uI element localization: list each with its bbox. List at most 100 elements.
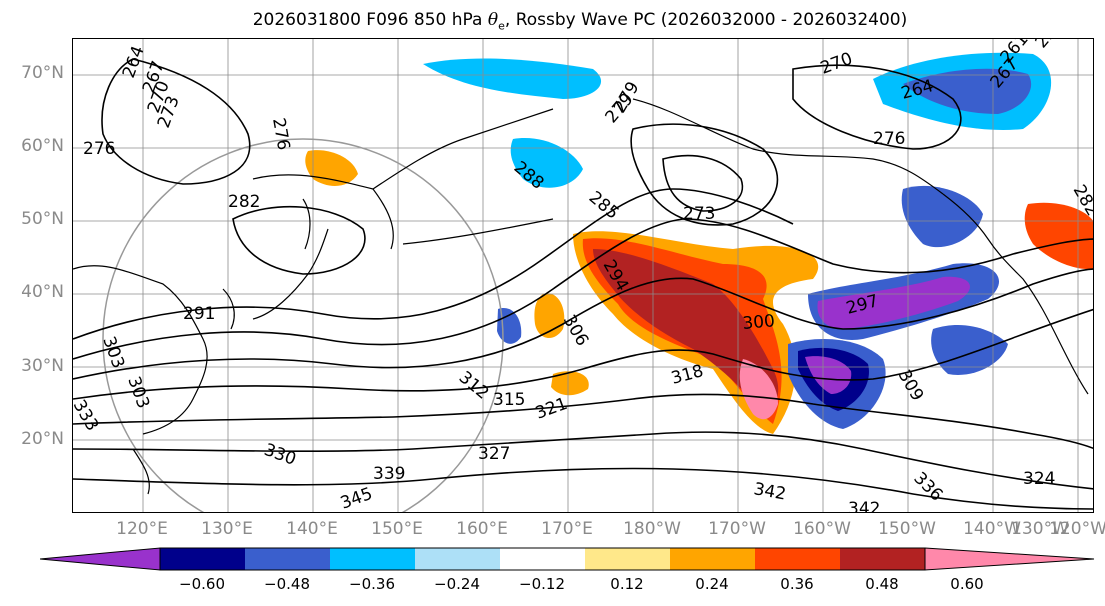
coastline-north-america (942, 193, 1089, 395)
contour-label: 309 (894, 367, 928, 405)
contour-label: 342 (848, 499, 880, 513)
colorbar-tick-label: 0.24 (695, 575, 729, 593)
map-panel: 264 267 270 273 276 276 279 282 285 288 294 297 300 3… (72, 38, 1094, 513)
colorbar-swatch-0 (40, 547, 161, 571)
contour-label: 276 (873, 129, 905, 149)
contour-label: 273 (683, 204, 715, 224)
lat-label-40n: 40°N (21, 282, 64, 302)
contour-line (232, 205, 366, 275)
colorbar-tick-label: −0.60 (179, 575, 225, 593)
theta-e-contours (73, 58, 1093, 510)
colorbar-frame (159, 547, 926, 571)
contour-label: 324 (1023, 469, 1055, 489)
lat-label-50n: 50°N (21, 209, 64, 229)
coastline-siberia (252, 108, 554, 190)
lon-label-150w: 150°W (878, 519, 936, 539)
colorbar (40, 547, 1095, 571)
positive-anomaly-peak (739, 359, 778, 420)
lat-label-70n: 70°N (21, 63, 64, 83)
contour-line (73, 393, 1093, 450)
contour-label: 336 (909, 468, 946, 505)
lat-label-30n: 30°N (21, 356, 64, 376)
contour-line (73, 467, 1093, 510)
contour-line (73, 268, 1093, 380)
coastline-sakhalin (302, 198, 311, 250)
lat-label-20n: 20°N (21, 429, 64, 449)
contour-label: 345 (338, 484, 375, 513)
contour-label: 285 (585, 188, 623, 224)
lon-label-170e: 170°E (541, 519, 593, 539)
lon-label-120w: 120°W (1049, 519, 1105, 539)
negative-anomaly-subtropics-east (931, 324, 1008, 375)
contour-line (73, 308, 1093, 400)
coastline-kamchatka (372, 188, 394, 250)
colorbar-swatch-3 (330, 548, 415, 570)
negative-anomaly-subtropics-max (805, 356, 852, 394)
colorbar-swatch-7 (670, 548, 755, 570)
contour-line (73, 218, 1093, 360)
colorbar-swatch-4 (415, 548, 500, 570)
contour-label: 312 (455, 368, 493, 404)
contour-label: 270 (818, 49, 855, 79)
contour-label: 339 (373, 464, 405, 484)
colorbar-tick-label: −0.12 (519, 575, 565, 593)
lon-label-130e: 130°E (201, 519, 253, 539)
coastline-philippines (132, 448, 150, 495)
positive-anomaly-max (593, 249, 779, 414)
positive-anomaly-subtropical-west (551, 371, 589, 396)
coastline-korea (222, 288, 235, 330)
contour-label: 327 (478, 444, 510, 464)
anomaly-shading (305, 52, 1093, 434)
colorbar-tick-label: 0.36 (780, 575, 814, 593)
coastline-aleutians (402, 218, 554, 245)
colorbar-tick-label: −0.48 (264, 575, 310, 593)
lon-label-150e: 150°E (371, 519, 423, 539)
lon-label-130w: 130°W (1011, 519, 1069, 539)
contour-label: 330 (261, 440, 298, 470)
colorbar-swatch-6 (585, 548, 670, 570)
contour-line (662, 154, 744, 212)
contour-line (630, 123, 779, 226)
contour-label: 303 (123, 374, 153, 411)
colorbar-swatch-1 (160, 548, 245, 570)
contour-label: 300 (742, 311, 776, 334)
chart-title: 2026031800 F096 850 hPa θe, Rossby Wave … (252, 10, 908, 33)
contour-label: 276 (83, 139, 115, 159)
negative-anomaly-bering (423, 58, 602, 99)
lon-label-140w: 140°W (963, 519, 1021, 539)
contour-label: 276 (268, 116, 293, 151)
lon-label-170w: 170°W (708, 519, 766, 539)
colorbar-swatch-8 (755, 548, 840, 570)
negative-anomaly-canada (901, 185, 983, 248)
coastline-alaska (632, 98, 944, 195)
colorbar-tick-label: −0.36 (349, 575, 395, 593)
contour-line (73, 431, 1093, 490)
lon-label-120e: 120°E (116, 519, 168, 539)
contour-line (101, 58, 251, 185)
contour-label: 303 (98, 334, 128, 371)
contour-label: 258 (1032, 39, 1068, 52)
lon-label-160w: 160°W (793, 519, 851, 539)
coastline-asia (73, 265, 208, 435)
contour-label: 315 (493, 390, 525, 410)
negative-anomaly-ne-pacific-core (817, 276, 970, 329)
lon-label-160e: 160°E (456, 519, 508, 539)
colorbar-tick-label: 0.60 (950, 575, 984, 593)
positive-anomaly-east (1024, 202, 1093, 270)
contour-label: 291 (183, 304, 215, 324)
colorbar-swatch-5 (500, 548, 585, 570)
colorbar-tick-label: 0.12 (610, 575, 644, 593)
contour-line (792, 64, 962, 150)
lat-lon-grid (73, 39, 1093, 512)
reference-circle (102, 138, 504, 512)
negative-anomaly-aleutian (510, 138, 583, 188)
lat-label-60n: 60°N (21, 136, 64, 156)
colorbar-tick-label: 0.48 (865, 575, 899, 593)
contour-label: 333 (73, 397, 102, 435)
contour-label: 318 (669, 361, 706, 389)
contour-label: 321 (533, 394, 570, 424)
negative-anomaly-arctic-core (903, 68, 1032, 114)
contour-line (73, 188, 794, 340)
